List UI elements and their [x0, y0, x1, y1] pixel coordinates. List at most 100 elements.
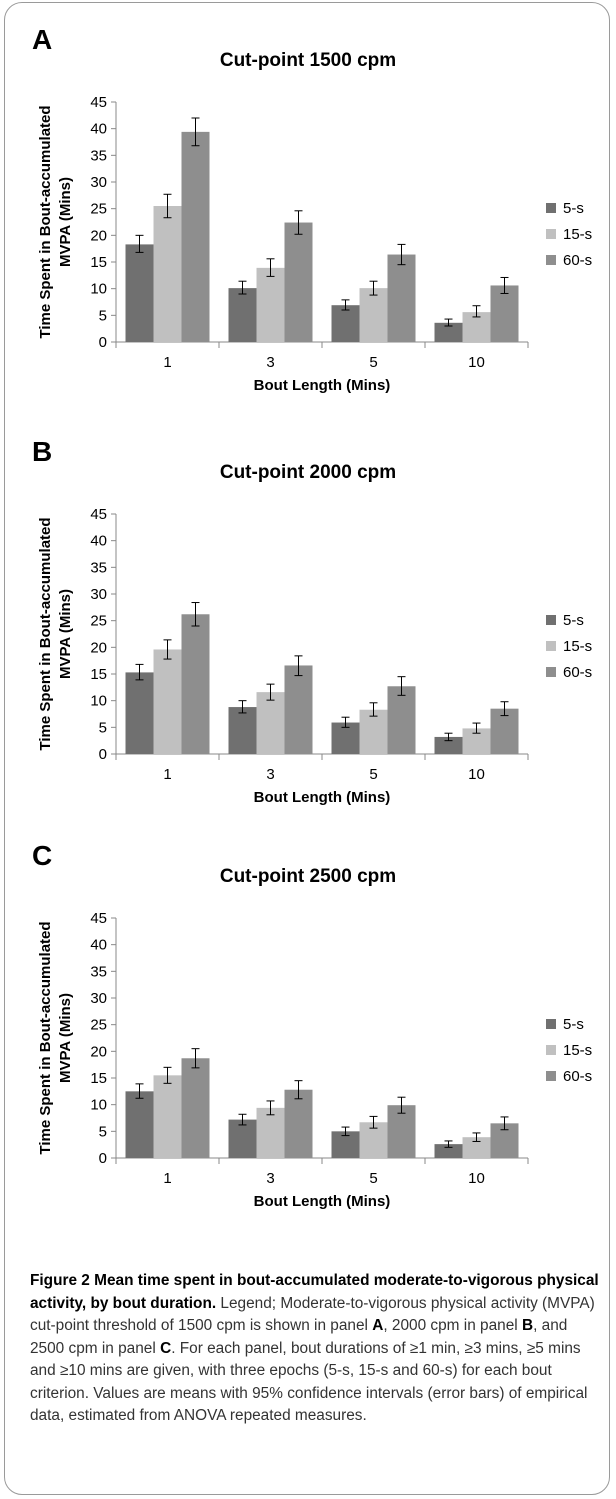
y-tick-label: 10 — [90, 693, 107, 710]
bar-60-s — [284, 222, 313, 342]
legend-label: 60-s — [563, 1068, 592, 1085]
bar-60-s — [490, 285, 519, 342]
y-tick-label: 20 — [90, 227, 107, 244]
legend-label: 60-s — [563, 252, 592, 269]
y-tick-label: 45 — [90, 506, 107, 523]
x-axis-label: Bout Length (Mins) — [254, 1193, 391, 1210]
bar-5-s — [434, 1144, 463, 1158]
legend-label: 5-s — [563, 200, 584, 217]
y-tick-label: 15 — [90, 254, 107, 271]
panel-label: C — [32, 840, 53, 871]
bar-15-s — [153, 1075, 182, 1158]
y-tick-label: 30 — [90, 174, 107, 191]
legend-swatch — [546, 1019, 556, 1029]
y-tick-label: 40 — [90, 937, 107, 954]
y-tick-label: 30 — [90, 586, 107, 603]
bar-15-s — [153, 649, 182, 754]
y-tick-label: 35 — [90, 147, 107, 164]
y-tick-label: 15 — [90, 666, 107, 683]
bar-15-s — [256, 1107, 285, 1158]
chart-panel-b: B Cut-point 2000 cpm 0 5 10 15 20 25 30 35 40 45 1… — [0, 436, 616, 836]
bar-15-s — [153, 206, 182, 342]
legend-swatch — [546, 229, 556, 239]
bar-60-s — [284, 665, 313, 754]
y-tick-label: 5 — [99, 307, 107, 324]
bar-60-s — [181, 614, 210, 754]
x-tick-label: 3 — [266, 1170, 274, 1187]
y-tick-label: 10 — [90, 1097, 107, 1114]
caption-legend: Legend; Moderate-to-vigorous physical ac… — [30, 1294, 595, 1335]
caption-panel-b: B — [521, 1317, 534, 1334]
x-tick-label: 5 — [369, 354, 377, 371]
bar-5-s — [331, 305, 360, 342]
legend-swatch — [546, 667, 556, 677]
x-tick-label: 1 — [163, 354, 171, 371]
y-tick-label: 15 — [90, 1070, 107, 1087]
x-tick-label: 10 — [468, 354, 485, 371]
bar-60-s — [490, 708, 519, 754]
bar-15-s — [256, 692, 285, 754]
y-axis-label: MVPA (Mins) — [57, 993, 74, 1083]
caption-panel-c: C — [160, 1339, 172, 1357]
x-tick-label: 10 — [468, 766, 485, 783]
bar-15-s — [256, 267, 285, 342]
caption-title: Figure 2 Mean time spent in bout-accumul… — [30, 1272, 599, 1312]
y-tick-label: 45 — [90, 94, 107, 111]
bar-15-s — [359, 288, 388, 342]
bar-60-s — [284, 1089, 313, 1158]
caption-panel-a: A — [372, 1317, 384, 1334]
legend-swatch — [546, 203, 556, 213]
y-axis-label: MVPA (Mins) — [57, 177, 74, 267]
x-tick-label: 5 — [369, 1170, 377, 1187]
x-axis-label: Bout Length (Mins) — [254, 789, 391, 806]
legend-label: 15-s — [563, 226, 592, 243]
y-tick-label: 25 — [90, 613, 107, 630]
y-axis-label: MVPA (Mins) — [57, 589, 74, 679]
caption-mid-1: , 2000 cpm in panel — [383, 1317, 518, 1334]
bar-60-s — [181, 1058, 210, 1158]
bar-5-s — [125, 244, 154, 342]
bar-15-s — [359, 709, 388, 754]
y-tick-label: 40 — [90, 533, 107, 550]
y-tick-label: 25 — [90, 201, 107, 218]
bar-5-s — [434, 322, 463, 342]
y-tick-label: 5 — [99, 1123, 107, 1140]
chart-panel-a: A Cut-point 1500 cpm 0 5 10 15 20 25 30 35 40 45 1… — [0, 24, 616, 424]
y-tick-label: 0 — [99, 1150, 107, 1167]
bar-5-s — [125, 1091, 154, 1158]
y-axis-label: Time Spent in Bout-accumulated — [37, 517, 54, 750]
x-tick-label: 5 — [369, 766, 377, 783]
legend-swatch — [546, 1045, 556, 1055]
y-axis-label: Time Spent in Bout-accumulated — [37, 921, 54, 1154]
bar-60-s — [387, 254, 416, 342]
bar-60-s — [181, 131, 210, 342]
y-tick-label: 30 — [90, 990, 107, 1007]
legend-swatch — [546, 1071, 556, 1081]
y-tick-label: 35 — [90, 963, 107, 980]
legend-label: 5-s — [563, 1016, 584, 1033]
x-tick-label: 10 — [468, 1170, 485, 1187]
y-tick-label: 5 — [99, 719, 107, 736]
legend-label: 15-s — [563, 1042, 592, 1059]
y-tick-label: 20 — [90, 1043, 107, 1060]
figure-caption: Figure 2 Mean time spent in bout-accumul… — [30, 1270, 600, 1428]
chart-title: Cut-point 2500 cpm — [219, 866, 397, 887]
legend-swatch — [546, 615, 556, 625]
chart-title: Cut-point 2000 cpm — [219, 462, 397, 483]
bar-5-s — [228, 288, 257, 342]
legend-label: 5-s — [563, 612, 584, 629]
panel-label: A — [32, 24, 53, 55]
y-tick-label: 35 — [90, 559, 107, 576]
x-tick-label: 3 — [266, 766, 274, 783]
y-tick-label: 10 — [90, 281, 107, 298]
y-tick-label: 45 — [90, 910, 107, 927]
y-tick-label: 25 — [90, 1017, 107, 1034]
bar-5-s — [434, 736, 463, 754]
x-tick-label: 3 — [266, 354, 274, 371]
bar-5-s — [228, 1119, 257, 1158]
legend-label: 60-s — [563, 664, 592, 681]
x-axis-label: Bout Length (Mins) — [254, 377, 391, 394]
legend-swatch — [546, 641, 556, 651]
